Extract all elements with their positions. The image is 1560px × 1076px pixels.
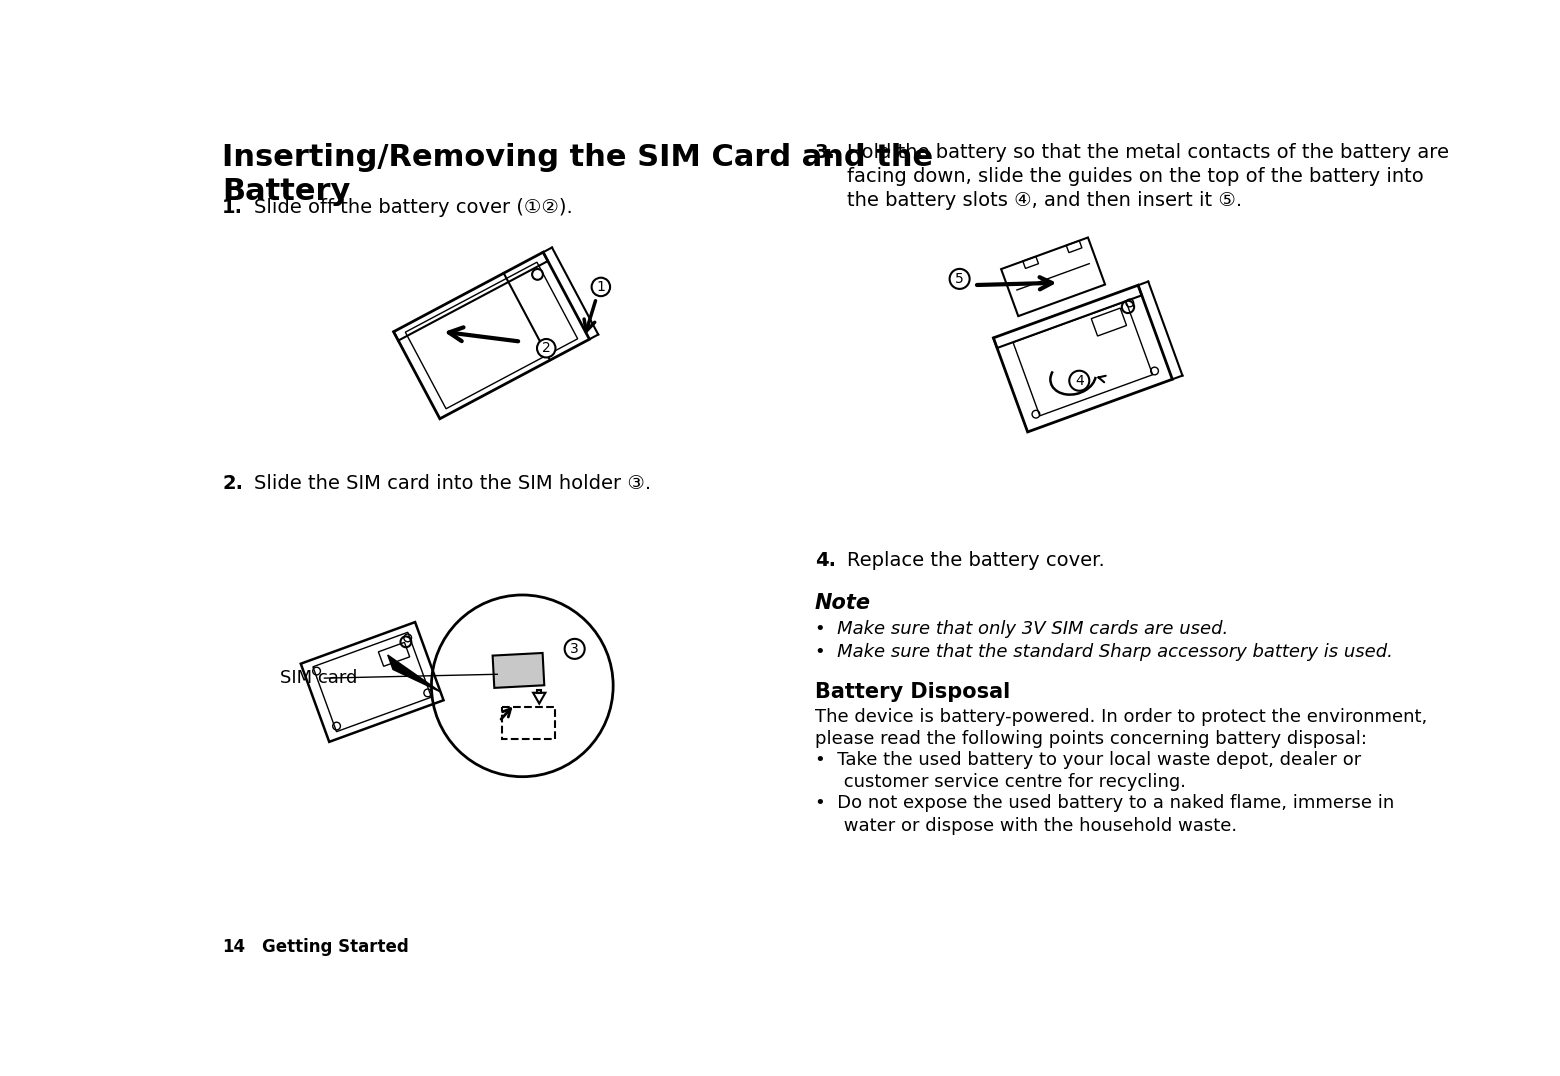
Text: 14: 14 — [222, 937, 245, 955]
Circle shape — [1069, 371, 1089, 391]
Circle shape — [565, 639, 585, 659]
Text: SIM card: SIM card — [279, 669, 357, 688]
Text: 2: 2 — [541, 341, 551, 355]
Polygon shape — [388, 655, 440, 692]
Text: 4: 4 — [1075, 373, 1084, 387]
Text: •  Take the used battery to your local waste depot, dealer or
     customer serv: • Take the used battery to your local wa… — [814, 751, 1362, 792]
Bar — [502, 707, 555, 739]
Polygon shape — [493, 653, 544, 688]
Text: Replace the battery cover.: Replace the battery cover. — [847, 551, 1104, 570]
Text: 1: 1 — [596, 280, 605, 294]
Text: •  Do not expose the used battery to a naked flame, immerse in
     water or dis: • Do not expose the used battery to a na… — [814, 794, 1395, 835]
Polygon shape — [1002, 238, 1104, 316]
Text: Slide off the battery cover (①②).: Slide off the battery cover (①②). — [254, 198, 573, 217]
Text: 3: 3 — [571, 642, 579, 656]
Text: Getting Started: Getting Started — [262, 937, 409, 955]
Text: •  Make sure that the standard Sharp accessory battery is used.: • Make sure that the standard Sharp acce… — [814, 643, 1393, 662]
Text: 3.: 3. — [814, 143, 836, 162]
Text: Inserting/Removing the SIM Card and the
Battery: Inserting/Removing the SIM Card and the … — [222, 143, 933, 206]
Circle shape — [537, 339, 555, 357]
Text: •  Make sure that only 3V SIM cards are used.: • Make sure that only 3V SIM cards are u… — [814, 621, 1228, 638]
Text: Slide the SIM card into the SIM holder ③.: Slide the SIM card into the SIM holder ③… — [254, 475, 652, 493]
Text: The device is battery-powered. In order to protect the environment,
please read : The device is battery-powered. In order … — [814, 708, 1427, 749]
Text: Battery Disposal: Battery Disposal — [814, 682, 1011, 702]
Text: 2.: 2. — [222, 475, 243, 493]
Text: 4.: 4. — [814, 551, 836, 570]
Text: 1.: 1. — [222, 198, 243, 217]
Bar — [537, 690, 541, 693]
Text: Hold the battery so that the metal contacts of the battery are
facing down, slid: Hold the battery so that the metal conta… — [847, 143, 1449, 211]
Circle shape — [950, 269, 970, 288]
Text: Note: Note — [814, 593, 870, 612]
Circle shape — [591, 278, 610, 296]
Text: 5: 5 — [955, 272, 964, 286]
